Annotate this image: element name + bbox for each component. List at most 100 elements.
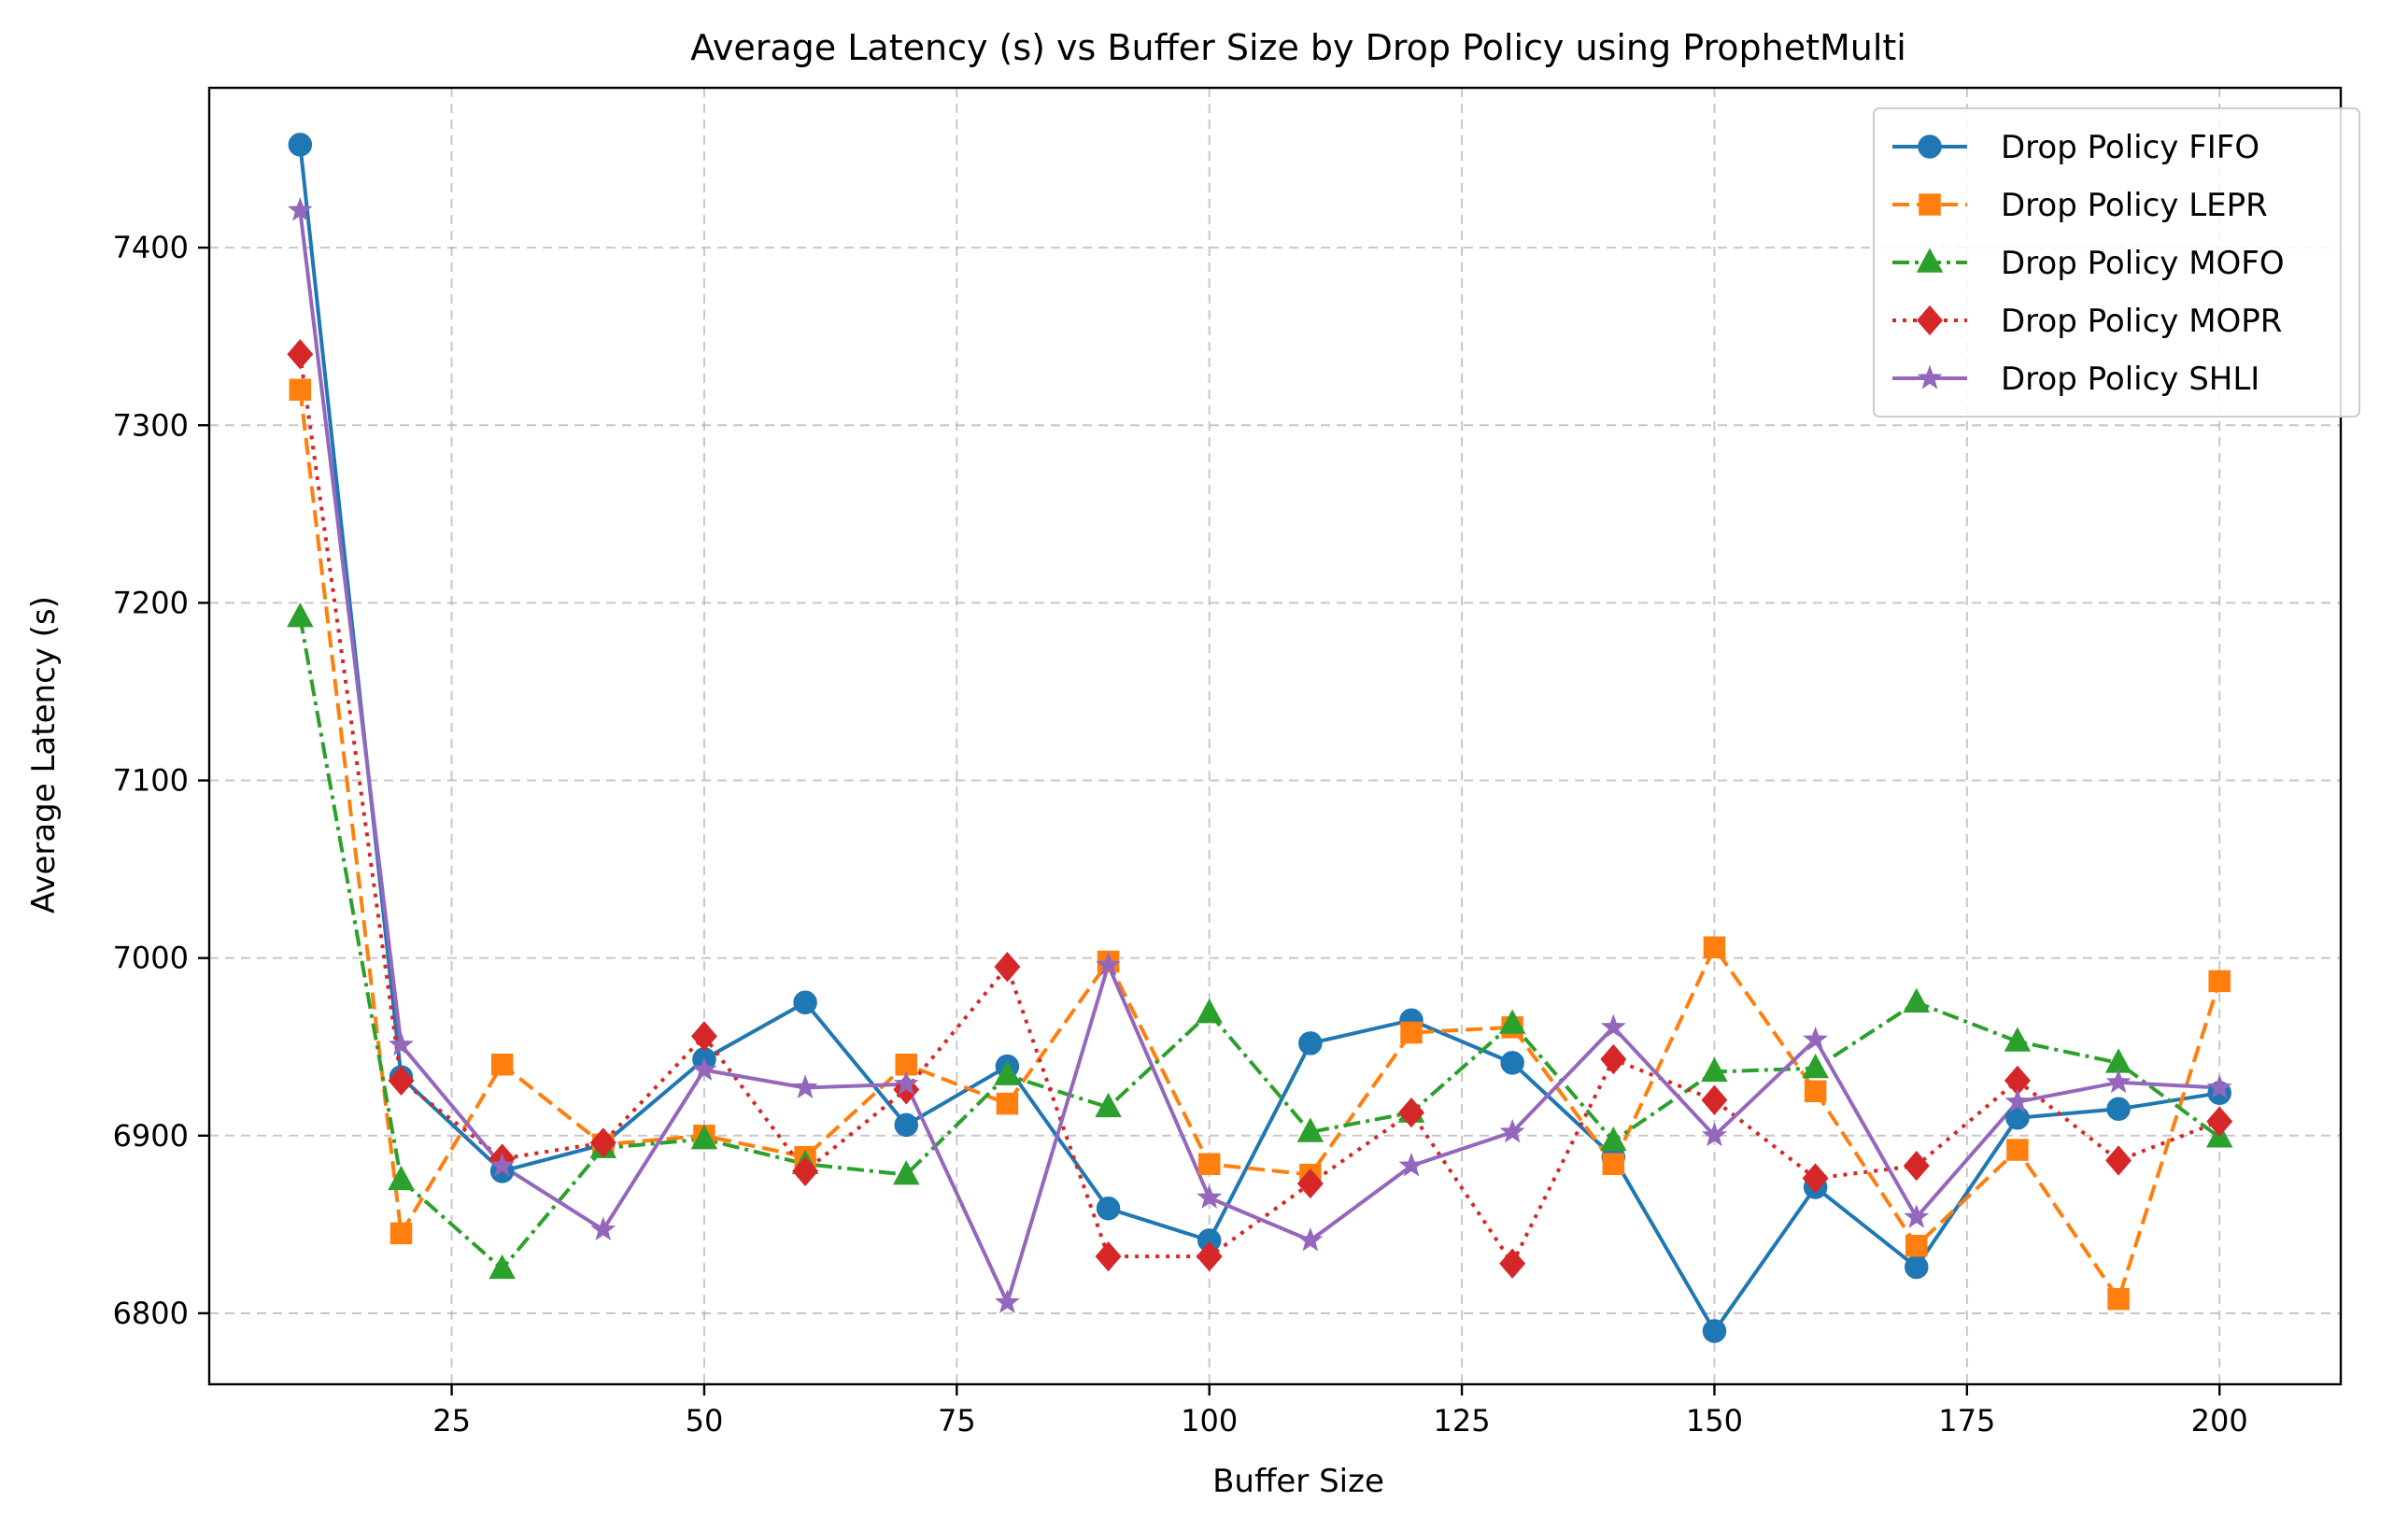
data-point xyxy=(1904,1204,1930,1228)
data-point xyxy=(1196,1240,1223,1272)
data-point xyxy=(1600,1126,1627,1152)
data-point xyxy=(1499,1248,1526,1279)
plot-frame xyxy=(207,86,2343,1386)
data-point xyxy=(1602,1153,1625,1175)
legend-item: Drop Policy MOFO xyxy=(1892,245,2285,282)
data-point xyxy=(1296,1117,1324,1142)
data-point xyxy=(389,1031,414,1056)
data-point xyxy=(1903,1150,1930,1182)
data-point xyxy=(1297,1226,1324,1252)
legend-marker xyxy=(1917,364,1943,390)
series-markers-mofo xyxy=(287,602,2233,1280)
data-point xyxy=(2105,1069,2132,1094)
data-point xyxy=(994,952,1021,983)
data-point xyxy=(994,1060,1021,1085)
series-markers xyxy=(287,133,2233,1343)
data-point xyxy=(1702,1319,1727,1343)
y-tick-label: 7300 xyxy=(113,407,189,443)
data-point xyxy=(1095,1092,1122,1118)
data-point xyxy=(489,1152,516,1177)
x-tick-label: 50 xyxy=(686,1403,724,1438)
data-point xyxy=(1296,1169,1324,1199)
series-lines xyxy=(298,144,2222,1333)
x-axis-label: Buffer Size xyxy=(1212,1463,1384,1500)
legend-marker xyxy=(1916,248,1944,273)
data-point xyxy=(1802,1163,1829,1194)
data-point xyxy=(2004,1027,2032,1052)
data-point xyxy=(894,1112,918,1138)
data-point xyxy=(1096,1197,1121,1221)
data-point xyxy=(289,378,312,401)
data-point xyxy=(690,1125,718,1150)
y-tick-label: 6900 xyxy=(113,1118,189,1154)
series-line-lepr xyxy=(298,389,2222,1301)
y-axis-label: Average Latency (s) xyxy=(25,596,63,914)
data-point xyxy=(1802,1053,1829,1079)
data-point xyxy=(1600,1013,1626,1039)
data-point xyxy=(996,1092,1019,1115)
data-point xyxy=(1398,1097,1424,1128)
data-point xyxy=(792,1155,819,1186)
data-point xyxy=(792,1074,818,1098)
data-point xyxy=(1903,987,1931,1013)
data-point xyxy=(994,1289,1020,1313)
y-tick-label: 7100 xyxy=(113,763,189,799)
legend-marker xyxy=(1917,305,1943,336)
legend: Drop Policy FIFO Drop Policy LEPR Drop Pol… xyxy=(1873,107,2360,418)
data-point xyxy=(1499,1118,1525,1143)
data-point xyxy=(892,1160,920,1185)
data-point xyxy=(2206,1074,2232,1098)
series-line-shli xyxy=(298,209,2220,1305)
data-point xyxy=(288,133,313,157)
data-point xyxy=(1703,936,1726,959)
data-point xyxy=(489,1254,516,1280)
legend-label: Drop Policy MOPR xyxy=(2001,303,2282,340)
legend-marker xyxy=(1919,193,1941,216)
data-point xyxy=(1096,952,1122,976)
data-point xyxy=(490,1054,514,1076)
data-point xyxy=(2206,1106,2233,1137)
data-point xyxy=(1803,1026,1829,1051)
series-line-fifo xyxy=(298,144,2220,1333)
legend-item: Drop Policy LEPR xyxy=(1892,187,2268,224)
data-point xyxy=(1701,1056,1728,1083)
data-point xyxy=(1298,1031,1323,1055)
data-point xyxy=(691,1056,717,1081)
data-point xyxy=(388,1165,415,1191)
data-point xyxy=(1398,1152,1424,1177)
legend-label: Drop Policy LEPR xyxy=(2001,187,2268,224)
axis-ticks: 25 50 75 100 125 150 175 200 6800 6900 7000 7100 720… xyxy=(113,230,2248,1438)
data-point xyxy=(2107,1287,2130,1310)
x-tick-label: 125 xyxy=(1434,1403,1491,1438)
x-tick-label: 75 xyxy=(938,1403,976,1438)
data-point xyxy=(1804,1080,1827,1103)
data-point xyxy=(287,197,313,221)
data-point xyxy=(1400,1021,1423,1044)
legend-item: Drop Policy MOPR xyxy=(1892,303,2282,340)
x-tick-label: 150 xyxy=(1686,1403,1743,1438)
data-point xyxy=(1905,1234,1928,1257)
legend-marker xyxy=(1918,135,1942,159)
data-point xyxy=(287,339,314,370)
legend-label: Drop Policy SHLI xyxy=(2001,361,2259,398)
x-tick-label: 200 xyxy=(2191,1403,2248,1438)
y-tick-label: 6800 xyxy=(113,1296,189,1331)
data-point xyxy=(1905,1254,1929,1280)
data-point xyxy=(690,1021,717,1052)
x-tick-label: 175 xyxy=(1938,1403,1995,1438)
x-tick-label: 100 xyxy=(1181,1403,1238,1438)
data-point xyxy=(589,1127,616,1158)
data-point xyxy=(1500,1051,1524,1075)
data-point xyxy=(1498,1009,1526,1034)
data-point xyxy=(793,990,817,1014)
y-tick-label: 7000 xyxy=(113,941,189,976)
y-tick-label: 7400 xyxy=(113,230,189,265)
data-point xyxy=(1701,1122,1727,1147)
legend-item: Drop Policy FIFO xyxy=(1892,129,2259,166)
data-point xyxy=(590,1216,616,1241)
series-markers-mopr xyxy=(287,339,2233,1279)
data-point xyxy=(1197,1153,1221,1175)
data-point xyxy=(1196,999,1223,1024)
data-point xyxy=(2105,1145,2132,1176)
